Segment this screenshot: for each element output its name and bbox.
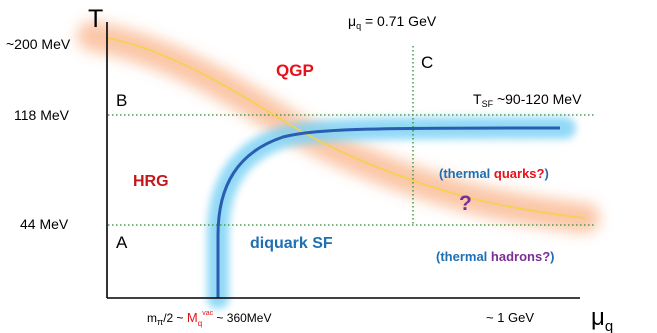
thermal-hadrons-note: (thermal hadrons?) [436,249,554,264]
region-hrg-label: HRG [133,173,169,190]
crossover-line [107,37,586,219]
x-tick-1gev: ~ 1 GeV [486,310,534,325]
mu-071-label: μq = 0.71 GeV [348,13,437,31]
point-a-label: A [116,233,128,252]
y-tick-44: 44 MeV [20,216,69,232]
superfluid-boundary-line [216,126,561,298]
x-tick-quark-mass: mπ/2 ~ Mqvac ~ 360MeV [147,310,271,328]
region-diquark-sf-label: diquark SF [250,235,333,252]
point-b-label: B [116,91,127,110]
region-qgp-label: QGP [276,61,314,80]
x-axis-label: μq [591,304,613,333]
y-tick-200: ~200 MeV [6,36,71,52]
question-mark: ? [459,192,472,215]
point-c-label: C [421,53,433,72]
tsf-label: TSF ~90-120 MeV [473,91,582,109]
y-axis-label: T [88,5,103,33]
y-tick-118: 118 MeV [14,107,70,123]
thermal-quarks-note: (thermal quarks?) [439,166,549,181]
